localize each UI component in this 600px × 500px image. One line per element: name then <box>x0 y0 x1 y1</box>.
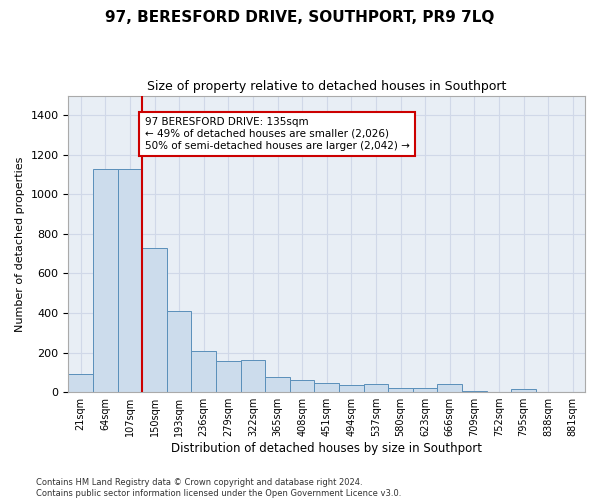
Bar <box>93 168 118 392</box>
Bar <box>216 362 241 392</box>
Bar <box>364 384 388 392</box>
X-axis label: Distribution of detached houses by size in Southport: Distribution of detached houses by size … <box>171 442 482 455</box>
Bar <box>462 391 487 392</box>
Text: Contains HM Land Registry data © Crown copyright and database right 2024.
Contai: Contains HM Land Registry data © Crown c… <box>36 478 401 498</box>
Bar <box>413 388 437 392</box>
Bar <box>290 380 314 392</box>
Bar <box>241 360 265 392</box>
Bar <box>314 383 339 392</box>
Bar <box>437 384 462 392</box>
Bar <box>167 311 191 392</box>
Bar <box>142 248 167 392</box>
Bar <box>265 378 290 392</box>
Bar <box>388 388 413 392</box>
Bar <box>511 389 536 392</box>
Bar <box>118 168 142 392</box>
Title: Size of property relative to detached houses in Southport: Size of property relative to detached ho… <box>147 80 506 93</box>
Bar <box>191 350 216 392</box>
Y-axis label: Number of detached properties: Number of detached properties <box>15 156 25 332</box>
Text: 97 BERESFORD DRIVE: 135sqm
← 49% of detached houses are smaller (2,026)
50% of s: 97 BERESFORD DRIVE: 135sqm ← 49% of deta… <box>145 118 410 150</box>
Text: 97, BERESFORD DRIVE, SOUTHPORT, PR9 7LQ: 97, BERESFORD DRIVE, SOUTHPORT, PR9 7LQ <box>106 10 494 25</box>
Bar <box>339 385 364 392</box>
Bar <box>68 374 93 392</box>
